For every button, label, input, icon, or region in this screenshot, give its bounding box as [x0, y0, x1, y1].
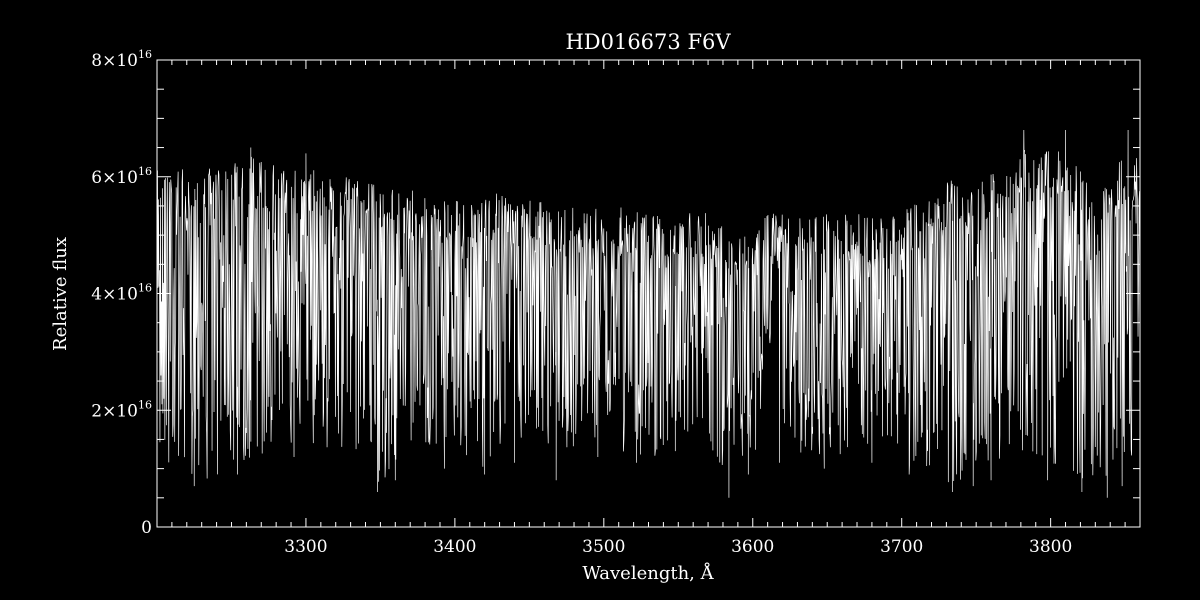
x-axis-label: Wavelength, Å [582, 562, 714, 584]
x-tick-label: 3700 [880, 537, 923, 557]
x-tick-label: 3400 [433, 537, 476, 557]
x-tick-label: 3800 [1029, 537, 1072, 557]
spectrum-path [156, 130, 1141, 498]
y-tick-label: 0 [141, 518, 152, 538]
y-tick-label: 2×1016 [91, 398, 152, 421]
y-tick-label: 8×1016 [91, 48, 152, 71]
y-tick-label: 4×1016 [91, 282, 152, 305]
y-axis-label: Relative flux [50, 237, 71, 351]
spectrum-line [156, 130, 1141, 498]
y-tick-label: 6×1016 [91, 165, 152, 188]
x-tick-label: 3600 [731, 537, 774, 557]
chart-title: HD016673 F6V [565, 30, 731, 54]
axis-labels: 3300 3400 3500 3600 3700 3800 0 2×1016 4×1016 6×1… [91, 48, 1072, 557]
axis-ticks [156, 59, 1141, 528]
x-tick-label: 3500 [582, 537, 625, 557]
x-tick-label: 3300 [284, 537, 327, 557]
